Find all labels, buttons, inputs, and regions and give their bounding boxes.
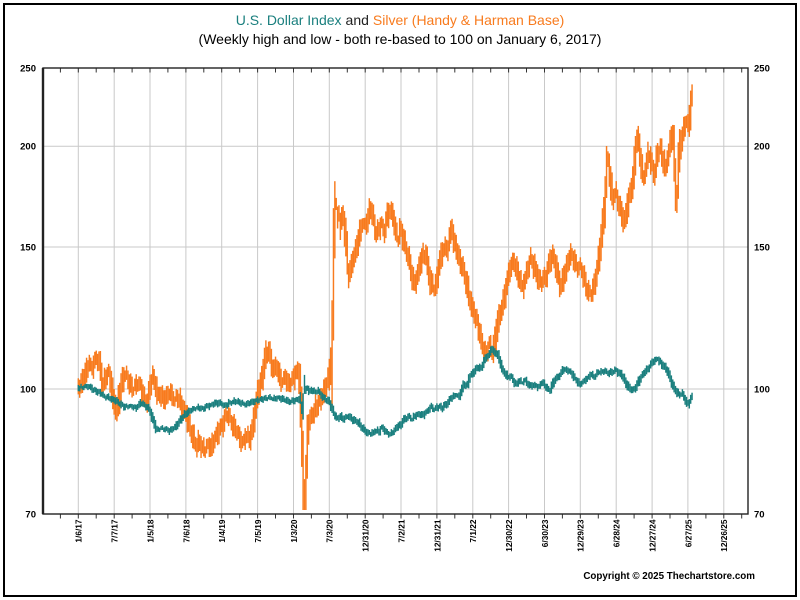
x-tick-label: 12/26/25 — [719, 519, 729, 552]
x-tick-label: 1/6/17 — [74, 519, 84, 542]
title-connector: and — [345, 12, 369, 28]
chart-title: U.S. Dollar Index and Silver (Handy & Harm… — [0, 12, 800, 28]
title-usd-label: U.S. Dollar Index — [235, 12, 342, 28]
y-tick-label-right: 200 — [754, 142, 770, 153]
x-tick-label: 1/3/20 — [289, 519, 299, 542]
x-tick-label: 12/31/21 — [432, 519, 442, 552]
plot-border — [42, 67, 749, 515]
x-tick-label: 1/4/19 — [217, 519, 227, 542]
x-tick-label: 7/1/22 — [468, 519, 478, 542]
y-tick-label-left: 200 — [20, 142, 36, 153]
x-tick-label: 6/27/25 — [683, 519, 693, 547]
y-tick-label-left: 70 — [25, 509, 36, 520]
x-tick-label: 12/31/20 — [361, 519, 371, 552]
x-tick-label: 12/29/23 — [576, 519, 586, 552]
x-tick-label: 1/5/18 — [145, 519, 155, 542]
copyright-text: Copyright © 2025 Thechartstore.com — [583, 571, 755, 582]
x-tick-label: 7/6/18 — [181, 519, 191, 542]
y-tick-label-left: 250 — [20, 63, 36, 74]
y-tick-label-right: 70 — [754, 509, 765, 520]
y-tick-label-right: 150 — [754, 242, 770, 253]
x-tick-label: 7/5/19 — [253, 519, 263, 542]
x-tick-label: 6/28/24 — [612, 519, 622, 547]
y-tick-label-right: 100 — [754, 384, 770, 395]
y-tick-label-left: 150 — [20, 242, 36, 253]
x-tick-label: 7/2/21 — [396, 519, 406, 542]
x-tick-label: 7/7/17 — [110, 519, 120, 542]
y-tick-label-left: 100 — [20, 384, 36, 395]
x-tick-label: 7/3/20 — [325, 519, 335, 542]
title-silver-label: Silver (Handy & Harman Base) — [372, 12, 565, 28]
chart-subtitle: (Weekly high and low - both re-based to … — [198, 31, 602, 47]
x-tick-label: 6/30/23 — [540, 519, 550, 547]
y-tick-label-right: 250 — [754, 63, 770, 74]
x-tick-label: 12/27/24 — [648, 519, 658, 552]
x-tick-label: 12/30/22 — [504, 519, 514, 552]
